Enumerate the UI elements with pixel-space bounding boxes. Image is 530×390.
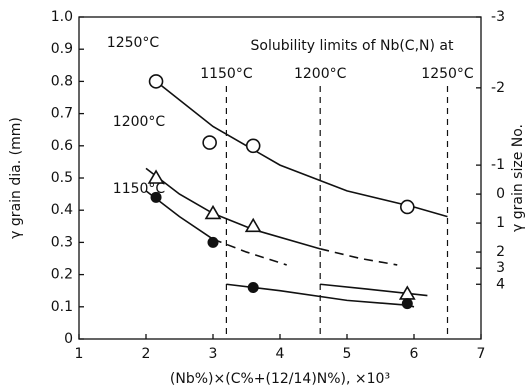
series-label: 1150°C	[113, 181, 166, 197]
fit-curve	[145, 167, 321, 250]
y-tick-label: 0.2	[51, 267, 73, 283]
y-tick-label: 0.7	[51, 106, 73, 122]
x-tick-label: 5	[343, 346, 352, 362]
y2-tick-label: -2	[491, 80, 505, 96]
data-point	[401, 298, 413, 310]
x-tick-label: 1	[75, 346, 84, 362]
data-point	[245, 138, 261, 154]
y-tick-label: 0	[64, 331, 73, 347]
data-point	[399, 199, 415, 215]
y-tick-label: 0.3	[51, 234, 73, 250]
x-axis-label: (Nb%)×(C%+(12/14)N%), ×10³	[170, 371, 390, 387]
x-tick-label: 3	[209, 346, 218, 362]
fit-curve	[212, 238, 287, 266]
y-tick-label: 0.5	[51, 170, 73, 186]
y2-tick-label: 4	[496, 276, 505, 292]
y2-tick-label: 2	[496, 244, 505, 260]
y2-tick-label: 1	[496, 215, 505, 231]
solubility-label: 1200°C	[294, 66, 347, 82]
y-tick-label: 0.9	[51, 41, 73, 57]
solubility-label: 1250°C	[421, 66, 474, 82]
x-tick-label: 6	[410, 346, 419, 362]
fit-curve	[155, 80, 448, 218]
data-point	[204, 204, 222, 220]
y-tick-label: 0.4	[51, 202, 73, 218]
y-tick-label: 0.8	[51, 73, 73, 89]
data-point	[150, 191, 162, 203]
x-tick-label: 4	[276, 346, 285, 362]
x-tick-label: 7	[477, 346, 486, 362]
data-point	[202, 135, 217, 150]
data-point	[244, 217, 262, 233]
y-tick-label: 1.0	[51, 9, 73, 25]
series-label: 1200°C	[113, 114, 166, 130]
y2-axis-label: γ grain size No.	[510, 124, 526, 232]
y2-tick-label: -3	[491, 9, 505, 25]
y2-tick-label: 3	[496, 260, 505, 276]
fit-curve	[320, 248, 398, 266]
solubility-label: 1150°C	[200, 66, 253, 82]
y-tick-label: 0.1	[51, 299, 73, 315]
y-tick-label: 0.6	[51, 138, 73, 154]
y2-tick-label: -1	[491, 157, 505, 173]
data-point	[247, 281, 259, 293]
solubility-title: Solubility limits of Nb(C,N) at	[251, 38, 454, 54]
series-label: 1250°C	[107, 35, 160, 51]
y-axis-label: γ grain dia. (mm)	[8, 117, 24, 239]
data-point	[207, 236, 219, 248]
x-tick-label: 2	[142, 346, 151, 362]
data-point	[147, 169, 165, 184]
data-point	[148, 74, 164, 89]
y2-tick-label: 0	[496, 186, 505, 202]
